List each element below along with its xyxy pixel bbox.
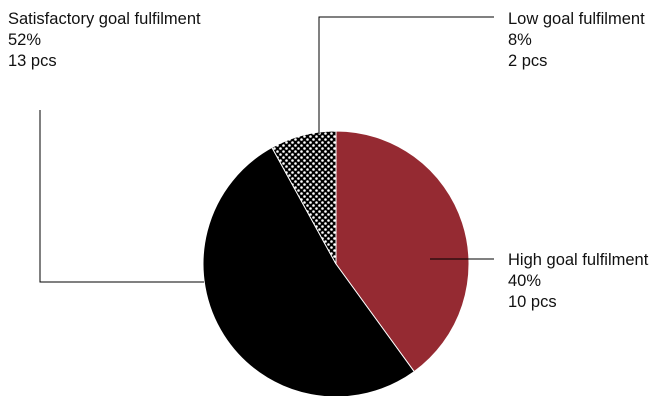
slice-count-low: 2 pcs	[508, 52, 547, 70]
slice-percent-satisfactory: 52%	[8, 31, 41, 49]
slice-count-satisfactory: 13 pcs	[8, 52, 57, 70]
pie-slice-high	[335, 130, 470, 373]
slice-label-satisfactory: Satisfactory goal fulfilment	[8, 10, 201, 28]
slice-label-high: High goal fulfilment	[508, 251, 649, 269]
leader-line-low	[318, 16, 494, 134]
leader-line-satisfactory	[39, 110, 204, 283]
slice-count-high: 10 pcs	[508, 293, 557, 311]
pie-slice-satisfactory	[202, 146, 415, 396]
slice-label-low: Low goal fulfilment	[508, 10, 645, 28]
pie-slice-low	[271, 130, 337, 265]
slice-percent-high: 40%	[508, 272, 541, 290]
slice-percent-low: 8%	[508, 31, 532, 49]
pie-slices	[202, 130, 470, 396]
